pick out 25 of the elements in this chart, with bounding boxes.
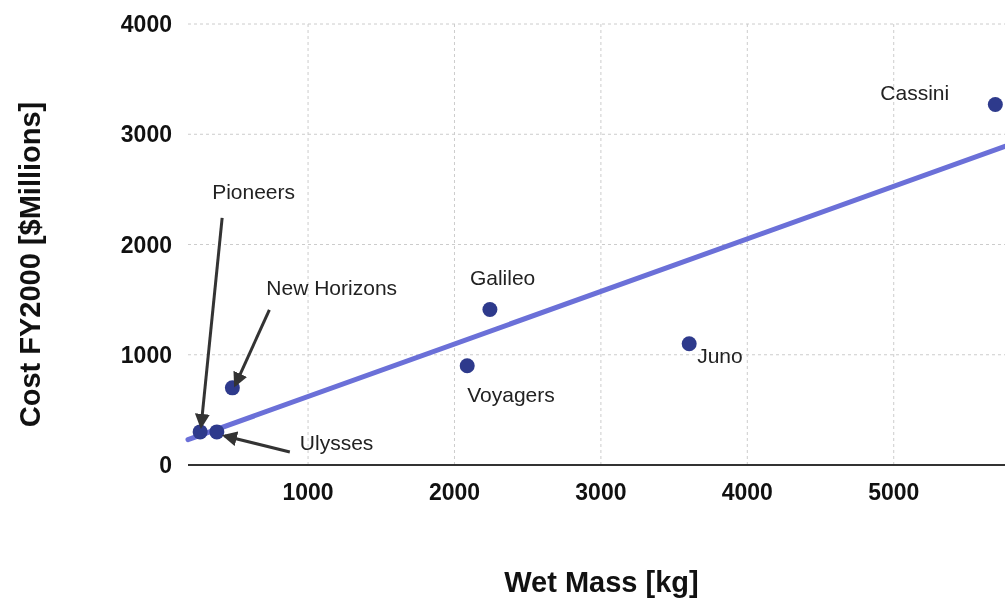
point <box>459 358 475 374</box>
x-tick-label: 5000 <box>868 479 920 505</box>
point <box>681 336 697 352</box>
point <box>482 302 498 318</box>
y-tick-label: 3000 <box>120 121 172 148</box>
x-tick-label: 1000 <box>282 479 334 505</box>
annotation: Juno <box>697 343 743 367</box>
point <box>192 424 208 440</box>
y-axis-title: Cost FY2000 [$Millions] <box>14 101 46 428</box>
annotation: Pioneers <box>212 179 296 203</box>
point <box>209 424 225 440</box>
y-tick-label: 1000 <box>120 341 172 368</box>
annotation: Galileo <box>469 265 536 289</box>
y-tick-label: 2000 <box>120 231 172 258</box>
point <box>987 96 1003 112</box>
y-tick-label: 0 <box>159 452 172 478</box>
annotation: Cassini <box>880 81 950 105</box>
annotation: Ulysses <box>299 430 374 454</box>
x-tick-label: 2000 <box>428 479 481 505</box>
x-tick-label: 3000 <box>575 479 627 505</box>
annotation: New Horizons <box>266 275 398 299</box>
annotation: Voyagers <box>467 382 555 406</box>
x-axis-title: Wet Mass [kg] <box>504 566 699 598</box>
y-tick-label: 4000 <box>120 11 172 37</box>
x-tick-label: 4000 <box>721 479 773 505</box>
